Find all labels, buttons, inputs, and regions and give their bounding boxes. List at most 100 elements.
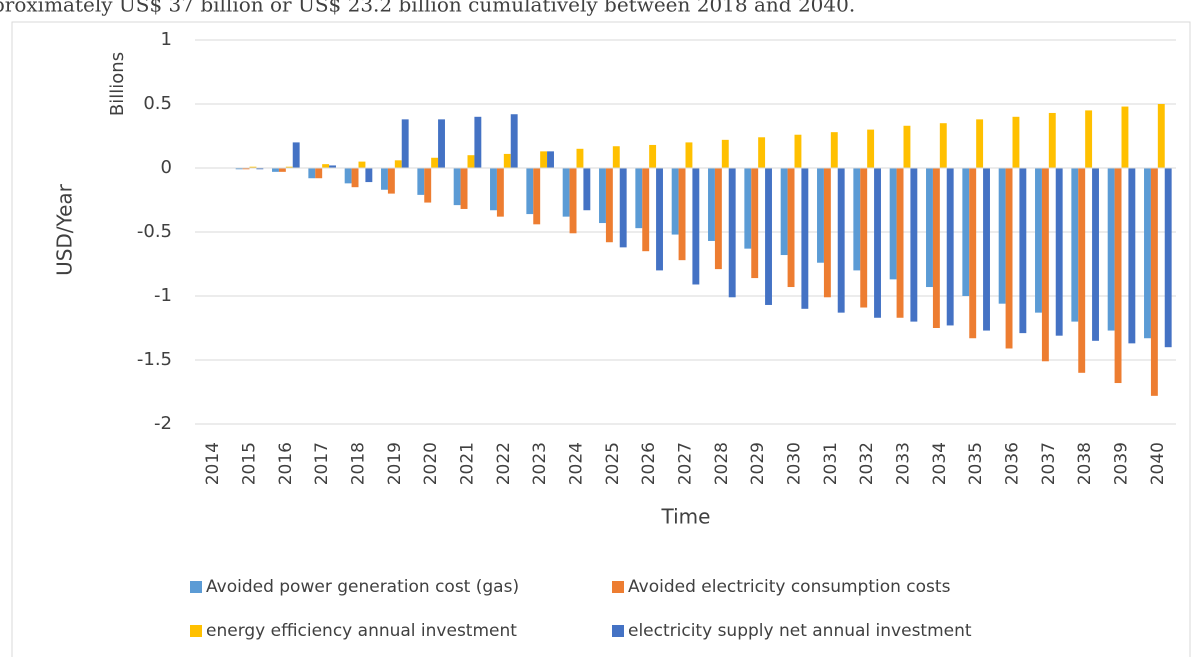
bar xyxy=(278,168,286,172)
legend-label: Avoided power generation cost (gas) xyxy=(206,577,519,597)
bar xyxy=(1107,168,1115,331)
legend-swatch xyxy=(612,625,624,637)
bar xyxy=(460,168,468,209)
bar xyxy=(329,165,336,168)
y-tick-label: -2 xyxy=(154,413,172,434)
legend-swatch xyxy=(612,581,624,593)
y-tick-label: 0 xyxy=(161,157,172,178)
bar xyxy=(510,114,518,168)
bar xyxy=(619,168,627,248)
x-tick-label: 2034 xyxy=(930,442,950,485)
bar xyxy=(830,132,838,168)
bar xyxy=(394,160,402,168)
bar xyxy=(728,168,736,298)
bar xyxy=(256,168,264,170)
bar xyxy=(562,168,570,217)
bar xyxy=(308,168,316,179)
bar xyxy=(692,168,700,285)
bar xyxy=(787,168,795,288)
x-tick-label: 2020 xyxy=(421,442,441,485)
bar xyxy=(358,161,366,168)
bar xyxy=(583,168,591,211)
bar xyxy=(867,129,875,168)
x-tick-label: 2023 xyxy=(530,442,550,485)
bar xyxy=(837,168,845,313)
bar xyxy=(249,166,257,168)
bar xyxy=(1150,168,1158,396)
bar xyxy=(242,168,250,170)
page-text: proximately US$ 37 billion or US$ 23.2 b… xyxy=(0,0,855,17)
bar xyxy=(642,168,650,252)
y-tick-label: -0.5 xyxy=(137,221,172,242)
legend-swatch xyxy=(190,625,202,637)
bar xyxy=(1041,168,1049,362)
legend-label: energy efficiency annual investment xyxy=(206,621,517,641)
bar xyxy=(272,168,279,172)
bar xyxy=(976,119,984,168)
bar xyxy=(1071,168,1079,322)
bar xyxy=(708,168,715,241)
bar xyxy=(939,123,947,168)
bar xyxy=(540,151,548,168)
y-tick-label: -1 xyxy=(154,285,172,306)
x-tick-label: 2028 xyxy=(712,442,732,485)
x-tick-label: 2017 xyxy=(312,442,332,485)
x-tick-label: 2024 xyxy=(567,442,587,485)
bar xyxy=(721,139,729,168)
bar xyxy=(547,151,554,168)
bar xyxy=(381,168,388,190)
y-unit-label: Billions xyxy=(107,52,128,116)
bar xyxy=(983,168,990,331)
x-tick-label: 2027 xyxy=(676,442,696,485)
bar xyxy=(1128,168,1136,344)
bar xyxy=(424,168,432,203)
bar xyxy=(344,168,352,184)
bar xyxy=(1164,168,1172,348)
bar xyxy=(235,168,243,170)
bar xyxy=(605,168,613,243)
bar xyxy=(467,155,475,168)
bar xyxy=(817,168,824,263)
legend-label: Avoided electricity consumption costs xyxy=(628,577,951,597)
bar xyxy=(496,168,504,217)
bar xyxy=(351,168,359,188)
bar xyxy=(758,137,766,168)
x-tick-label: 2037 xyxy=(1039,442,1059,485)
bar xyxy=(1012,116,1020,168)
x-tick-label: 2019 xyxy=(385,442,405,485)
bar xyxy=(926,168,933,288)
bar xyxy=(874,168,881,318)
bar xyxy=(1114,168,1122,384)
bar xyxy=(453,168,461,206)
legend-swatch xyxy=(190,581,202,593)
bar xyxy=(962,168,970,296)
bar xyxy=(744,168,752,249)
bar xyxy=(889,168,897,280)
bar xyxy=(946,168,954,326)
x-tick-label: 2022 xyxy=(494,442,514,485)
bar xyxy=(1144,168,1151,339)
bar xyxy=(671,168,679,235)
x-tick-label: 2025 xyxy=(603,442,623,485)
bar xyxy=(431,157,439,168)
x-tick-label: 2018 xyxy=(349,442,369,485)
bar xyxy=(765,168,772,305)
bar xyxy=(569,168,577,234)
x-axis-label: Time xyxy=(661,505,711,529)
bar xyxy=(1019,168,1027,334)
bar xyxy=(438,119,445,168)
y-tick-label: 0.5 xyxy=(143,93,172,114)
x-tick-label: 2014 xyxy=(203,442,223,485)
bar xyxy=(322,164,330,168)
x-tick-label: 2015 xyxy=(240,442,260,485)
chart-frame xyxy=(11,21,1191,661)
bar xyxy=(285,166,293,168)
x-tick-label: 2035 xyxy=(966,442,986,485)
bar xyxy=(969,168,977,339)
x-tick-label: 2036 xyxy=(1003,442,1023,485)
bar xyxy=(315,168,323,179)
legend-label: electricity supply net annual investment xyxy=(628,621,972,641)
bar xyxy=(401,119,409,168)
x-tick-label: 2038 xyxy=(1075,442,1095,485)
